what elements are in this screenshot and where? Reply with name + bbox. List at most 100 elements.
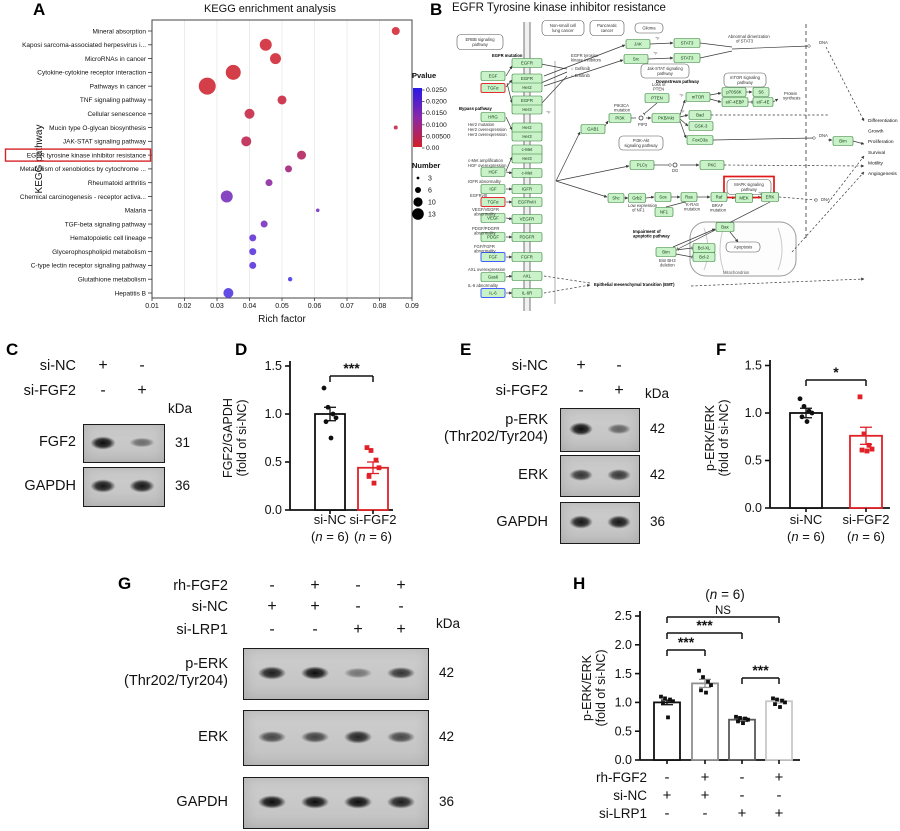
y-axis-title: FGF2/GAPDH: [221, 398, 235, 478]
data-point: [260, 220, 268, 228]
gene-box: [511, 168, 543, 178]
y-tick-label: 0.5: [265, 455, 282, 469]
gene-label: NF1: [660, 210, 669, 215]
panel-label-d: D: [235, 340, 248, 359]
x-tick-label: 0.06: [308, 303, 322, 310]
blot-band: [339, 793, 377, 811]
gene-label: Bax: [721, 225, 729, 230]
gene-label: Bcl-XL: [698, 246, 711, 251]
gene-box: [480, 112, 506, 122]
cell-membrane: [524, 22, 530, 311]
annotation-text: HGF overexpression: [468, 163, 507, 168]
y-axis-title: (fold of si-NC): [594, 649, 608, 726]
annotation-text: ○ Erlotinib: [571, 73, 590, 78]
gene-box: [511, 271, 543, 281]
x-tick-label: 0.07: [340, 303, 354, 310]
pathway-edge: [679, 118, 689, 127]
category-label: Metabolism of xenobiotics by cytochrome …: [20, 166, 146, 173]
significance-label: NS: [715, 605, 731, 617]
pathway-edge: [699, 42, 733, 48]
data-point: [709, 683, 713, 688]
blot-band: [603, 513, 635, 531]
blot-box: [243, 777, 429, 829]
phospho-label: +p: [679, 93, 683, 97]
gene-box: [480, 83, 506, 93]
pathway-box: [618, 135, 664, 151]
gene-box: [710, 192, 728, 202]
category-label: Pathways in cancer: [90, 83, 147, 90]
data-point: [773, 702, 777, 707]
condition-value: +: [738, 805, 747, 822]
category-label: TNF signaling pathway: [80, 97, 147, 104]
gene-label: EGFR: [521, 61, 533, 66]
kda-value: 42: [439, 665, 455, 680]
y-tick-label: 2.0: [615, 638, 632, 652]
gene-box: [480, 213, 506, 223]
bar: [653, 701, 681, 761]
annotation-text: PDGF/PDGFR: [472, 226, 499, 231]
gene-box: [752, 87, 770, 97]
bar: [728, 718, 756, 761]
significance-label: ***: [678, 634, 695, 650]
gene-box: [655, 247, 677, 257]
data-point: [297, 150, 306, 160]
annotation-text: Her2 mutation: [468, 122, 495, 127]
pathway-box-label: Glioma: [642, 26, 656, 31]
pathway-edge: [543, 283, 591, 294]
output-label: Growth: [868, 129, 884, 135]
pathway-edge: [772, 98, 779, 103]
data-point: [857, 394, 863, 400]
kda-value: 31: [175, 434, 191, 450]
annotation-text: of NF1: [632, 208, 645, 213]
data-point: [393, 125, 398, 130]
data-point: [287, 277, 293, 282]
data-point: [809, 410, 815, 416]
x-category-label: si-FGF2: [350, 512, 397, 527]
pathway-edge: [604, 120, 609, 127]
condition-row-label: si-LRP1: [599, 806, 647, 821]
condition-value: -: [100, 382, 106, 399]
gene-box: [692, 252, 716, 262]
pathway-box-label: signaling pathway: [624, 143, 658, 148]
blot-band: [253, 793, 291, 811]
condition-row-label: rh-FGF2: [173, 578, 228, 594]
condition-value: +: [310, 598, 320, 615]
gene-label: FoxO3a: [692, 138, 708, 143]
condition-row-label: si-NC: [511, 358, 548, 374]
pathway-edge: [675, 253, 693, 259]
data-point: [801, 403, 807, 409]
blot-box: [243, 648, 429, 700]
chart-subtitle: (n = 6): [705, 587, 744, 602]
gene-label: eIF-4EBP: [726, 100, 745, 105]
gene-box: [608, 113, 632, 123]
legend-number-tick: 10: [428, 199, 436, 206]
annotation-text: K-RAS: [686, 202, 699, 207]
category-label: Kaposi sarcoma-associated herpesvirus i.…: [22, 42, 146, 49]
panel-label-c: C: [6, 340, 19, 359]
pathway-edge: [505, 116, 513, 131]
annotation-text: mutation: [614, 108, 631, 113]
data-point: [775, 697, 779, 702]
blot-band: [603, 421, 635, 437]
annotation-text: Her2 overexpression: [468, 127, 507, 132]
bar: [691, 682, 719, 761]
data-point: [285, 165, 292, 173]
gene-label: Bim: [662, 250, 670, 255]
pathway-box: [723, 72, 767, 88]
data-point: [220, 190, 233, 203]
data-point: [366, 474, 372, 479]
bar-chart-perk-erk-lrp1: 0.0 0.5 1.0 1.5 2.0 2.5 p-ERK/ERK (fold of si-N…: [580, 587, 800, 822]
chart-title: KEGG enrichment analysis: [204, 3, 337, 15]
pathway-box-label: ERBB signaling: [465, 37, 495, 42]
condition-value: -: [665, 769, 670, 786]
annotation-text: kinase inhibitors: [571, 58, 601, 63]
data-point: [661, 701, 665, 705]
legend-pvalue-tick: 0.00: [426, 145, 439, 152]
condition-value: -: [703, 805, 708, 822]
bar-chart-fgf2-gapdh: 0.0 0.5 1.0 1.5 FGF2/GAPDH (fold of si-NC) ***…: [221, 359, 397, 544]
y-tick-label: 2.5: [615, 609, 632, 623]
plot-border: [151, 19, 413, 299]
condition-value: -: [269, 621, 275, 638]
phospho-label: +p: [655, 36, 659, 40]
panel-label-a: A: [33, 0, 46, 19]
